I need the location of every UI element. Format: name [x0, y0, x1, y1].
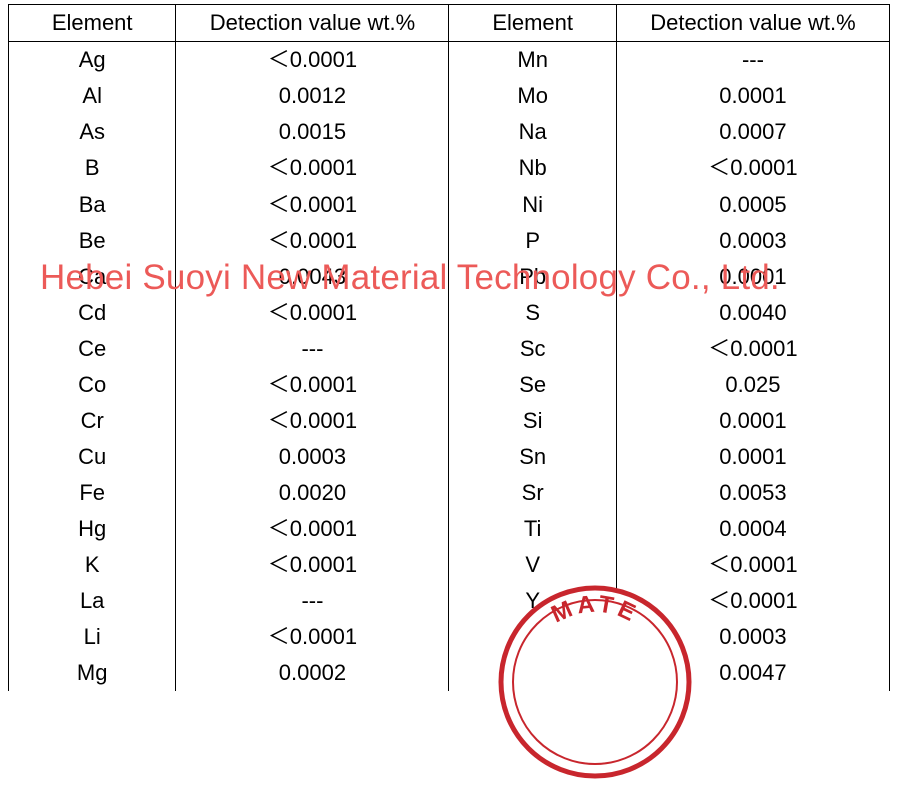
table-row: Cu0.0003Sn0.0001: [9, 439, 890, 475]
header-value-1: Detection value wt.%: [176, 5, 449, 42]
element-cell: Ba: [9, 186, 176, 222]
element-cell: P: [449, 222, 616, 258]
table-row: Ba＜0.0001Ni0.0005: [9, 186, 890, 222]
element-cell: B: [9, 150, 176, 186]
element-cell: La: [9, 583, 176, 619]
element-cell: Al: [9, 78, 176, 114]
element-cell: Ti: [449, 511, 616, 547]
table-row: As0.0015Na0.0007: [9, 114, 890, 150]
value-cell: ---: [176, 583, 449, 619]
value-cell: 0.0053: [616, 475, 889, 511]
element-cell: Sr: [449, 475, 616, 511]
table-row: Ca0.0043Pb0.0001: [9, 258, 890, 294]
element-cell: Ag: [9, 42, 176, 79]
table-row: Co＜0.0001Se0.025: [9, 367, 890, 403]
value-cell: 0.025: [616, 367, 889, 403]
value-cell: 0.0001: [616, 403, 889, 439]
element-cell: Se: [449, 367, 616, 403]
value-cell: ＜0.0001: [176, 186, 449, 222]
table-row: Be＜0.0001P0.0003: [9, 222, 890, 258]
table-row: Mg0.0002Zr0.0047: [9, 655, 890, 691]
element-cell: Hg: [9, 511, 176, 547]
element-cell: Mg: [9, 655, 176, 691]
element-cell: Y: [449, 583, 616, 619]
value-cell: 0.0001: [616, 78, 889, 114]
value-cell: ＜0.0001: [176, 511, 449, 547]
value-cell: 0.0003: [176, 439, 449, 475]
element-cell: V: [449, 547, 616, 583]
value-cell: ＜0.0001: [176, 42, 449, 79]
element-cell: Pb: [449, 258, 616, 294]
value-cell: ＜0.0001: [176, 222, 449, 258]
value-cell: 0.0005: [616, 186, 889, 222]
table-row: Hg＜0.0001Ti0.0004: [9, 511, 890, 547]
value-cell: ＜0.0001: [176, 367, 449, 403]
value-cell: 0.0012: [176, 78, 449, 114]
element-cell: Co: [9, 367, 176, 403]
table-row: Li＜0.0001Zn0.0003: [9, 619, 890, 655]
value-cell: 0.0043: [176, 258, 449, 294]
value-cell: ＜0.0001: [616, 583, 889, 619]
element-cell: Li: [9, 619, 176, 655]
value-cell: ＜0.0001: [176, 619, 449, 655]
element-cell: Sn: [449, 439, 616, 475]
element-cell: Ce: [9, 331, 176, 367]
value-cell: 0.0002: [176, 655, 449, 691]
element-cell: S: [449, 295, 616, 331]
table-row: Ag＜0.0001Mn---: [9, 42, 890, 79]
element-cell: Cd: [9, 295, 176, 331]
detection-table: Element Detection value wt.% Element Det…: [8, 4, 890, 691]
element-cell: Cu: [9, 439, 176, 475]
value-cell: 0.0001: [616, 258, 889, 294]
element-cell: Mn: [449, 42, 616, 79]
value-cell: 0.0004: [616, 511, 889, 547]
element-cell: Ni: [449, 186, 616, 222]
element-cell: Sc: [449, 331, 616, 367]
value-cell: 0.0007: [616, 114, 889, 150]
table-row: Ce---Sc＜0.0001: [9, 331, 890, 367]
value-cell: ＜0.0001: [616, 547, 889, 583]
value-cell: ＜0.0001: [176, 547, 449, 583]
element-cell: Ca: [9, 258, 176, 294]
header-element-2: Element: [449, 5, 616, 42]
value-cell: ＜0.0001: [616, 150, 889, 186]
element-cell: Si: [449, 403, 616, 439]
table-row: Cr＜0.0001Si0.0001: [9, 403, 890, 439]
value-cell: ＜0.0001: [616, 331, 889, 367]
value-cell: ＜0.0001: [176, 150, 449, 186]
element-cell: Nb: [449, 150, 616, 186]
value-cell: ＜0.0001: [176, 295, 449, 331]
element-cell: Mo: [449, 78, 616, 114]
value-cell: 0.0020: [176, 475, 449, 511]
element-cell: Be: [9, 222, 176, 258]
header-element-1: Element: [9, 5, 176, 42]
table-row: La---Y＜0.0001: [9, 583, 890, 619]
value-cell: 0.0047: [616, 655, 889, 691]
value-cell: 0.0003: [616, 619, 889, 655]
table-row: K＜0.0001V＜0.0001: [9, 547, 890, 583]
value-cell: ---: [176, 331, 449, 367]
element-cell: Fe: [9, 475, 176, 511]
table-row: Cd＜0.0001S0.0040: [9, 295, 890, 331]
table-row: B＜0.0001Nb＜0.0001: [9, 150, 890, 186]
element-cell: Zr: [449, 655, 616, 691]
header-value-2: Detection value wt.%: [616, 5, 889, 42]
element-cell: Zn: [449, 619, 616, 655]
table-row: Al0.0012Mo0.0001: [9, 78, 890, 114]
table-header-row: Element Detection value wt.% Element Det…: [9, 5, 890, 42]
table-row: Fe0.0020Sr0.0053: [9, 475, 890, 511]
value-cell: 0.0003: [616, 222, 889, 258]
value-cell: ---: [616, 42, 889, 79]
value-cell: 0.0015: [176, 114, 449, 150]
element-cell: Cr: [9, 403, 176, 439]
element-cell: As: [9, 114, 176, 150]
element-cell: K: [9, 547, 176, 583]
value-cell: ＜0.0001: [176, 403, 449, 439]
value-cell: 0.0001: [616, 439, 889, 475]
value-cell: 0.0040: [616, 295, 889, 331]
element-cell: Na: [449, 114, 616, 150]
